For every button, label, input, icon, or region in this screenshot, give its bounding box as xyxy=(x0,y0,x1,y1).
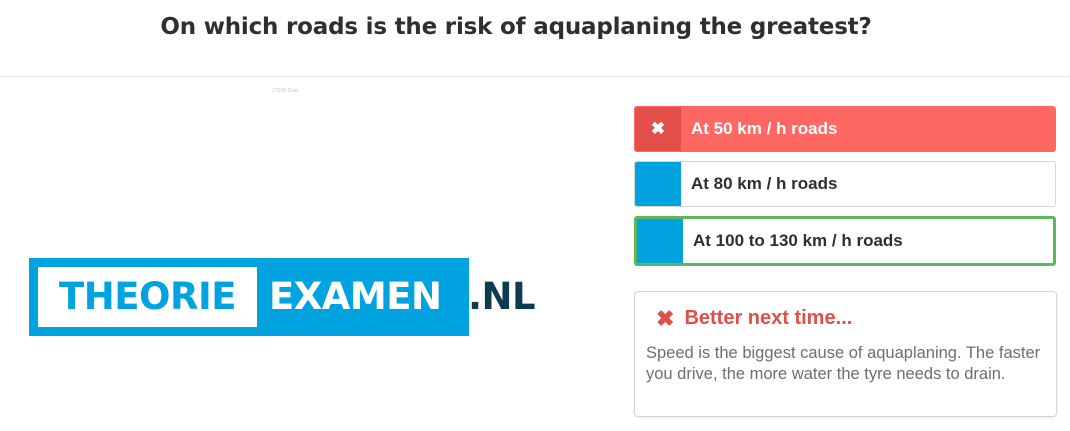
answer-option-1[interactable]: ✖ At 50 km / h roads xyxy=(634,106,1056,152)
close-icon: ✖ xyxy=(656,305,675,331)
answer-label: At 100 to 130 km / h roads xyxy=(693,231,903,250)
close-icon: ✖ xyxy=(635,107,681,151)
answer-label: At 80 km / h roads xyxy=(691,174,838,193)
feedback-panel: ✖ Better next time... Speed is the bigge… xyxy=(634,291,1057,417)
question-title: On which roads is the risk of aquaplanin… xyxy=(160,14,872,40)
answer-option-3[interactable]: At 100 to 130 km / h roads xyxy=(634,216,1056,266)
header: On which roads is the risk of aquaplanin… xyxy=(0,0,1070,77)
logo-text-theorie: THEORIE xyxy=(38,267,257,327)
answer-label: At 50 km / h roads xyxy=(691,119,838,138)
answer-option-2[interactable]: At 80 km / h roads xyxy=(634,161,1056,207)
logo-text-examen: EXAMEN xyxy=(269,275,442,318)
feedback-text: Speed is the biggest cause of aquaplanin… xyxy=(646,344,1041,383)
logo: THEORIE EXAMEN xyxy=(29,258,469,336)
feedback-title: ✖ Better next time... xyxy=(656,307,852,330)
image-caption: 27399-Date xyxy=(272,88,299,94)
answer-marker xyxy=(637,219,683,263)
feedback-title-text: Better next time... xyxy=(684,307,853,329)
logo-box: THEORIE EXAMEN xyxy=(29,258,469,336)
logo-text-nl: .NL xyxy=(468,275,536,318)
answer-marker xyxy=(635,162,681,206)
